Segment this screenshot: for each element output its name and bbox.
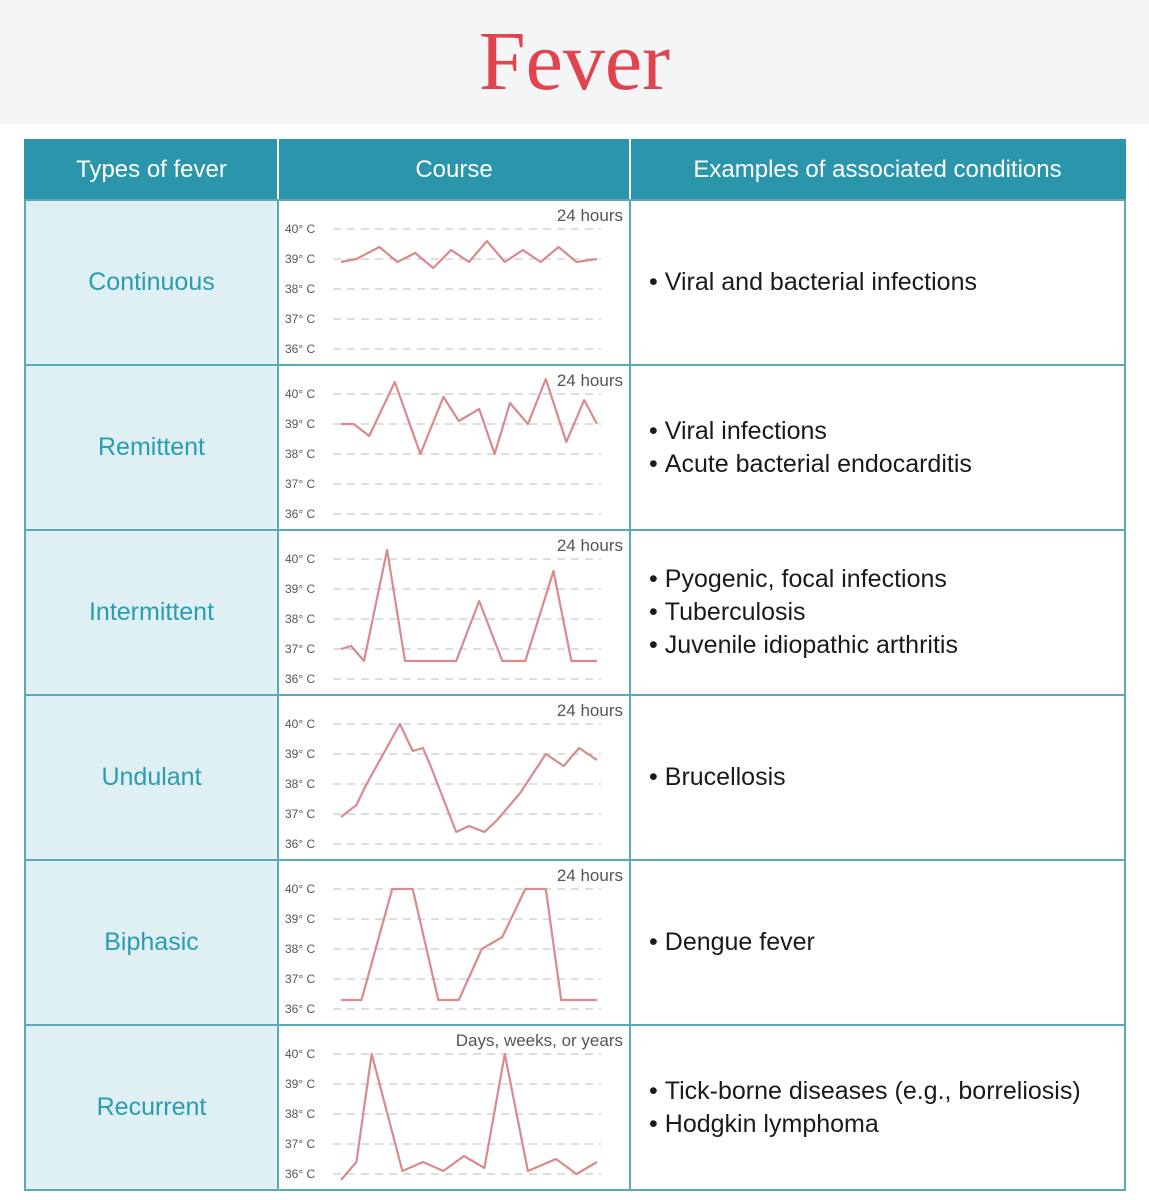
fever-course-cell: 40° C 39° C 38° C 37° C 36° C Days, weeks, or…	[277, 1024, 631, 1191]
temperature-curve	[340, 1052, 598, 1181]
duration-label: 24 hours	[557, 206, 623, 225]
fever-course-chart: 40° C 39° C 38° C 37° C 36° C 24 hours	[285, 206, 623, 356]
temperature-curve	[340, 722, 598, 834]
fever-course-chart: 40° C 39° C 38° C 37° C 36° C 24 hours	[285, 866, 623, 1016]
fever-course-chart: 40° C 39° C 38° C 37° C 36° C 24 hours	[285, 536, 623, 686]
temp-tick-label: 37° C	[285, 642, 315, 656]
conditions-cell: Viral infectionsAcute bacterial endocard…	[629, 364, 1126, 531]
header-conditions: Examples of associated conditions	[629, 139, 1126, 201]
temp-tick-label: 36° C	[285, 837, 315, 851]
fever-type-label: Biphasic	[24, 859, 279, 1026]
fever-type-label: Intermittent	[24, 529, 279, 696]
conditions-cell: Brucellosis	[629, 694, 1126, 861]
duration-label: 24 hours	[557, 371, 623, 390]
condition-item: Tick-borne diseases (e.g., borreliosis)	[649, 1075, 1124, 1108]
fever-course-chart: 40° C 39° C 38° C 37° C 36° C 24 hours	[285, 371, 623, 521]
fever-type-label: Continuous	[24, 199, 279, 366]
condition-item: Juvenile idiopathic arthritis	[649, 629, 1124, 662]
duration-label: 24 hours	[557, 866, 623, 885]
duration-label: Days, weeks, or years	[456, 1031, 623, 1050]
conditions-cell: Tick-borne diseases (e.g., borreliosis)H…	[629, 1024, 1126, 1191]
condition-item: Hodgkin lymphoma	[649, 1108, 1124, 1141]
temperature-curve	[341, 377, 598, 456]
temp-tick-label: 40° C	[285, 222, 315, 236]
fever-type-label: Recurrent	[24, 1024, 279, 1191]
table-row: Continuous 40° C 39° C 38° C 37° C 36° C 24 ho…	[24, 199, 1126, 366]
temp-tick-label: 39° C	[285, 912, 315, 926]
conditions-cell: Viral and bacterial infections	[629, 199, 1126, 366]
conditions-list: Tick-borne diseases (e.g., borreliosis)H…	[631, 1075, 1124, 1141]
temp-tick-label: 36° C	[285, 342, 315, 356]
condition-item: Viral infections	[649, 415, 1124, 448]
temp-tick-label: 39° C	[285, 582, 315, 596]
condition-item: Acute bacterial endocarditis	[649, 448, 1124, 481]
header-row: Types of fever Course Examples of associ…	[24, 139, 1126, 201]
fever-type-label: Undulant	[24, 694, 279, 861]
fever-course-cell: 40° C 39° C 38° C 37° C 36° C 24 hours	[277, 364, 631, 531]
temp-tick-label: 40° C	[285, 552, 315, 566]
temperature-curve	[341, 887, 597, 1002]
conditions-cell: Pyogenic, focal infectionsTuberculosisJu…	[629, 529, 1126, 696]
temp-tick-label: 40° C	[285, 717, 315, 731]
fever-type-label: Remittent	[24, 364, 279, 531]
temp-tick-label: 39° C	[285, 747, 315, 761]
table-row: Biphasic 40° C 39° C 38° C 37° C 36° C 24 hour…	[24, 859, 1126, 1026]
conditions-cell: Dengue fever	[629, 859, 1126, 1026]
conditions-list: Dengue fever	[631, 926, 1124, 959]
table-row: Intermittent 40° C 39° C 38° C 37° C 36° C 24 …	[24, 529, 1126, 696]
temp-tick-label: 38° C	[285, 777, 315, 791]
fever-course-cell: 40° C 39° C 38° C 37° C 36° C 24 hours	[277, 694, 631, 861]
duration-label: 24 hours	[557, 701, 623, 720]
fever-course-chart: 40° C 39° C 38° C 37° C 36° C 24 hours	[285, 701, 623, 851]
duration-label: 24 hours	[557, 536, 623, 555]
temp-tick-label: 38° C	[285, 1107, 315, 1121]
fever-course-cell: 40° C 39° C 38° C 37° C 36° C 24 hours	[277, 529, 631, 696]
header-course: Course	[277, 139, 631, 201]
temp-tick-label: 37° C	[285, 1137, 315, 1151]
temp-tick-label: 40° C	[285, 387, 315, 401]
condition-item: Tuberculosis	[649, 596, 1124, 629]
temp-tick-label: 38° C	[285, 447, 315, 461]
temp-tick-label: 39° C	[285, 252, 315, 266]
temp-tick-label: 38° C	[285, 612, 315, 626]
temp-tick-label: 40° C	[285, 882, 315, 896]
conditions-list: Pyogenic, focal infectionsTuberculosisJu…	[631, 563, 1124, 662]
table-row: Undulant 40° C 39° C 38° C 37° C 36° C 24 hour…	[24, 694, 1126, 861]
fever-course-cell: 40° C 39° C 38° C 37° C 36° C 24 hours	[277, 859, 631, 1026]
temp-tick-label: 39° C	[285, 417, 315, 431]
condition-item: Pyogenic, focal infections	[649, 563, 1124, 596]
fever-course-chart: 40° C 39° C 38° C 37° C 36° C Days, weeks, or…	[285, 1031, 623, 1181]
temp-tick-label: 40° C	[285, 1047, 315, 1061]
temp-tick-label: 37° C	[285, 477, 315, 491]
temp-tick-label: 36° C	[285, 1002, 315, 1016]
condition-item: Dengue fever	[649, 926, 1124, 959]
header-types: Types of fever	[24, 139, 279, 201]
temp-tick-label: 38° C	[285, 282, 315, 296]
temperature-curve	[340, 239, 598, 270]
conditions-list: Viral infectionsAcute bacterial endocard…	[631, 415, 1124, 481]
temperature-curve	[340, 548, 597, 663]
fever-table: Types of fever Course Examples of associ…	[24, 139, 1126, 1191]
temp-tick-label: 38° C	[285, 942, 315, 956]
table-row: Remittent 40° C 39° C 38° C 37° C 36° C 24 hou…	[24, 364, 1126, 531]
temp-tick-label: 36° C	[285, 507, 315, 521]
conditions-list: Brucellosis	[631, 761, 1124, 794]
fever-table-body: Continuous 40° C 39° C 38° C 37° C 36° C 24 ho…	[24, 199, 1126, 1191]
temp-tick-label: 37° C	[285, 312, 315, 326]
condition-item: Brucellosis	[649, 761, 1124, 794]
fever-course-cell: 40° C 39° C 38° C 37° C 36° C 24 hours	[277, 199, 631, 366]
table-row: Recurrent 40° C 39° C 38° C 37° C 36° C Days, …	[24, 1024, 1126, 1191]
temp-tick-label: 37° C	[285, 807, 315, 821]
page-title: Fever	[478, 15, 671, 108]
temp-tick-label: 37° C	[285, 972, 315, 986]
conditions-list: Viral and bacterial infections	[631, 266, 1124, 299]
condition-item: Viral and bacterial infections	[649, 266, 1124, 299]
temp-tick-label: 36° C	[285, 672, 315, 686]
temp-tick-label: 36° C	[285, 1167, 315, 1181]
temp-tick-label: 39° C	[285, 1077, 315, 1091]
